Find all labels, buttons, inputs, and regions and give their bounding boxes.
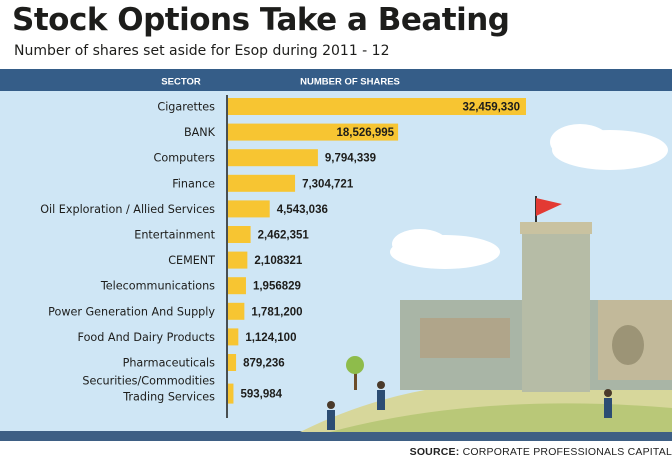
chart-title: Stock Options Take a Beating [12, 2, 510, 38]
building-tower [522, 232, 590, 392]
source-line: SOURCE: CORPORATE PROFESSIONALS CAPITAL [410, 446, 672, 458]
value-label-9: 1,124,100 [245, 332, 296, 344]
category-label-6: CEMENT [168, 254, 215, 267]
category-label-7: Telecommunications [100, 280, 215, 293]
bar-8 [228, 302, 245, 320]
category-label-2: Computers [154, 152, 216, 165]
cloud [392, 229, 448, 259]
person-icon [377, 381, 385, 410]
bar-6 [228, 251, 248, 269]
chart-subtitle: Number of shares set aside for Esop duri… [14, 43, 390, 59]
panel-bottom-band [0, 431, 672, 441]
value-label-5: 2,462,351 [258, 230, 310, 242]
tree-icon [346, 356, 364, 390]
value-label-0: 32,459,330 [462, 102, 520, 114]
building-windows [420, 318, 510, 358]
value-labels-group: 32,459,330 18,526,995 9,794,339 7,304,721 4,… [240, 102, 520, 401]
category-label-3: Finance [172, 177, 215, 190]
category-label-4: Oil Exploration / Allied Services [40, 203, 215, 216]
background-illustration [300, 124, 672, 432]
hill [330, 403, 672, 432]
bars-group [228, 98, 526, 404]
bar-7 [228, 277, 246, 295]
building-illustration [400, 196, 672, 392]
column-header-sector: SECTOR [161, 77, 201, 88]
bar-9 [228, 328, 239, 346]
value-label-7: 1,956829 [253, 281, 301, 293]
source-label: SOURCE: [409, 446, 460, 458]
column-header-bar [0, 69, 672, 91]
category-label-10: Pharmaceuticals [123, 357, 216, 370]
source-text: CORPORATE PROFESSIONALS CAPITAL [462, 446, 672, 458]
cloud [550, 124, 610, 160]
category-label-0: Cigarettes [157, 101, 215, 114]
bar-0 [228, 98, 526, 115]
flag [536, 198, 562, 216]
bar-3 [228, 174, 296, 192]
tower-top [520, 222, 592, 234]
value-label-4: 4,543,036 [277, 204, 328, 216]
bar-chart: SECTOR NUMBER OF SHARES Cigarettes BANK Co… [0, 69, 672, 432]
column-header-number-of-shares: NUMBER OF SHARES [300, 77, 400, 88]
bar-4 [228, 200, 270, 218]
value-label-6: 2,108321 [254, 255, 303, 267]
person-icon [327, 401, 335, 430]
person-icon [604, 389, 612, 418]
value-label-10: 879,236 [243, 358, 285, 370]
category-label-1: BANK [184, 126, 216, 139]
bar-2 [228, 149, 318, 167]
bar-1 [228, 123, 399, 141]
bar-11 [228, 383, 234, 404]
value-label-2: 9,794,339 [325, 153, 376, 165]
category-label-11: Securities/Commodities Trading Services [82, 375, 215, 404]
category-label-9: Food And Dairy Products [78, 331, 216, 344]
category-label-5: Entertainment [134, 229, 215, 242]
bar-5 [228, 226, 251, 243]
bar-10 [228, 354, 237, 371]
value-label-1: 18,526,995 [337, 127, 395, 139]
value-label-11: 593,984 [240, 389, 282, 401]
category-labels-group: Cigarettes BANK Computers Finance Oil Explor… [40, 101, 215, 404]
banknote-portrait [612, 325, 644, 365]
value-label-8: 1,781,200 [251, 306, 302, 318]
value-label-3: 7,304,721 [302, 178, 354, 190]
category-label-8: Power Generation And Supply [48, 305, 215, 318]
